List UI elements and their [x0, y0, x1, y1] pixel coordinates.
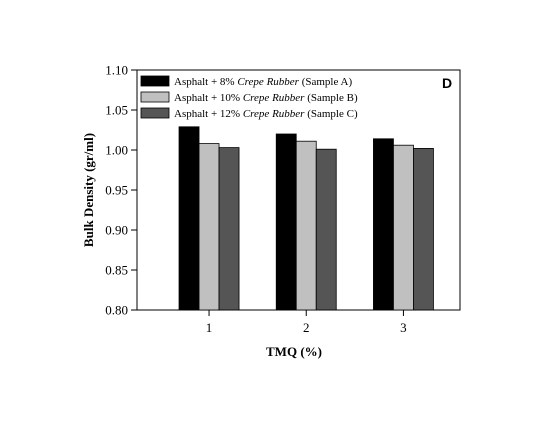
- x-tick-label: 2: [303, 320, 310, 335]
- y-tick-label: 1.00: [105, 143, 128, 158]
- bar-series-2-cat-3: [393, 144, 414, 311]
- legend-swatch-1: [140, 75, 170, 87]
- y-axis: 0.80 0.85 0.90 0.95 1.00 1.05 1.10: [105, 63, 137, 318]
- y-axis-title: Bulk Density (gr/ml): [81, 133, 96, 247]
- bar-series-3-cat-3: [413, 147, 434, 311]
- legend-swatch-3: [140, 107, 170, 119]
- legend-swatch-2: [140, 91, 170, 103]
- bar-series-3-cat-1: [218, 147, 240, 311]
- bar-series-1-cat-2: [275, 133, 297, 311]
- legend-label-1: Asphalt + 8% Crepe Rubber (Sample A): [174, 76, 352, 88]
- bar-series-1-cat-1: [178, 126, 200, 311]
- bar-series-2-cat-1: [198, 143, 220, 311]
- bar-series-3-cat-2: [315, 148, 337, 311]
- bar-series-1-cat-3: [373, 138, 394, 311]
- legend-label-2: Asphalt + 10% Crepe Rubber (Sample B): [174, 92, 358, 104]
- x-axis-title: TMQ (%): [266, 344, 322, 359]
- legend-label-3: Asphalt + 12% Crepe Rubber (Sample C): [174, 108, 358, 120]
- bars: [178, 126, 434, 311]
- y-tick-label: 1.10: [105, 63, 128, 78]
- x-axis: 1 2 3: [206, 310, 407, 335]
- y-tick-label: 0.90: [105, 223, 128, 238]
- x-tick-label: 1: [206, 320, 213, 335]
- y-tick-label: 1.05: [105, 103, 128, 118]
- y-tick-label: 0.95: [105, 183, 128, 198]
- y-tick-label: 0.85: [105, 263, 128, 278]
- x-tick-label: 3: [400, 320, 407, 335]
- panel-label: D: [442, 75, 452, 91]
- legend: Asphalt + 8% Crepe Rubber (Sample A) Asph…: [140, 75, 358, 120]
- bar-series-2-cat-2: [295, 140, 317, 311]
- y-tick-label: 0.80: [105, 303, 128, 318]
